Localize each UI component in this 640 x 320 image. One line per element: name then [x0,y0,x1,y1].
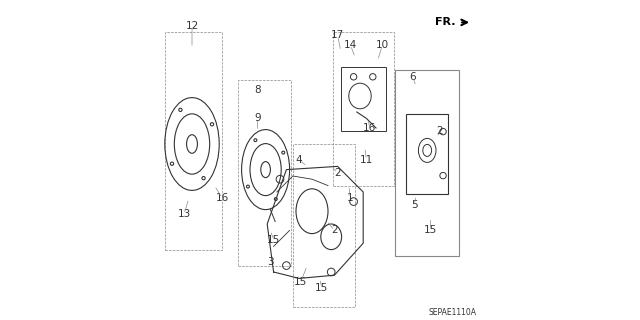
Text: 14: 14 [344,40,357,50]
Bar [406,114,448,194]
Bar [333,32,394,186]
Text: 17: 17 [331,30,344,40]
Text: 5: 5 [411,200,418,210]
Text: 16: 16 [216,193,229,204]
Text: 15: 15 [294,276,307,287]
Text: 13: 13 [177,209,191,220]
Text: 6: 6 [410,72,416,82]
Text: 15: 15 [424,225,437,236]
Text: 1: 1 [347,193,354,204]
Text: 12: 12 [186,20,198,31]
Text: FR.: FR. [435,17,455,28]
Text: 10: 10 [376,40,389,50]
Text: 2: 2 [334,168,341,178]
Text: 15: 15 [267,235,280,245]
Text: SEPAE1110A: SEPAE1110A [429,308,477,317]
Text: 2: 2 [436,126,444,136]
Text: 3: 3 [267,257,274,268]
Text: 15: 15 [315,283,328,293]
Text: 8: 8 [254,84,261,95]
Bar [165,32,223,250]
Bar [340,67,385,131]
Bar [239,80,291,266]
Text: 11: 11 [360,155,373,165]
Text: 16: 16 [363,123,376,133]
Text: 2: 2 [331,225,338,236]
Text: 4: 4 [296,155,303,165]
Bar [396,70,460,256]
Bar [292,144,355,307]
Text: 9: 9 [254,113,261,124]
